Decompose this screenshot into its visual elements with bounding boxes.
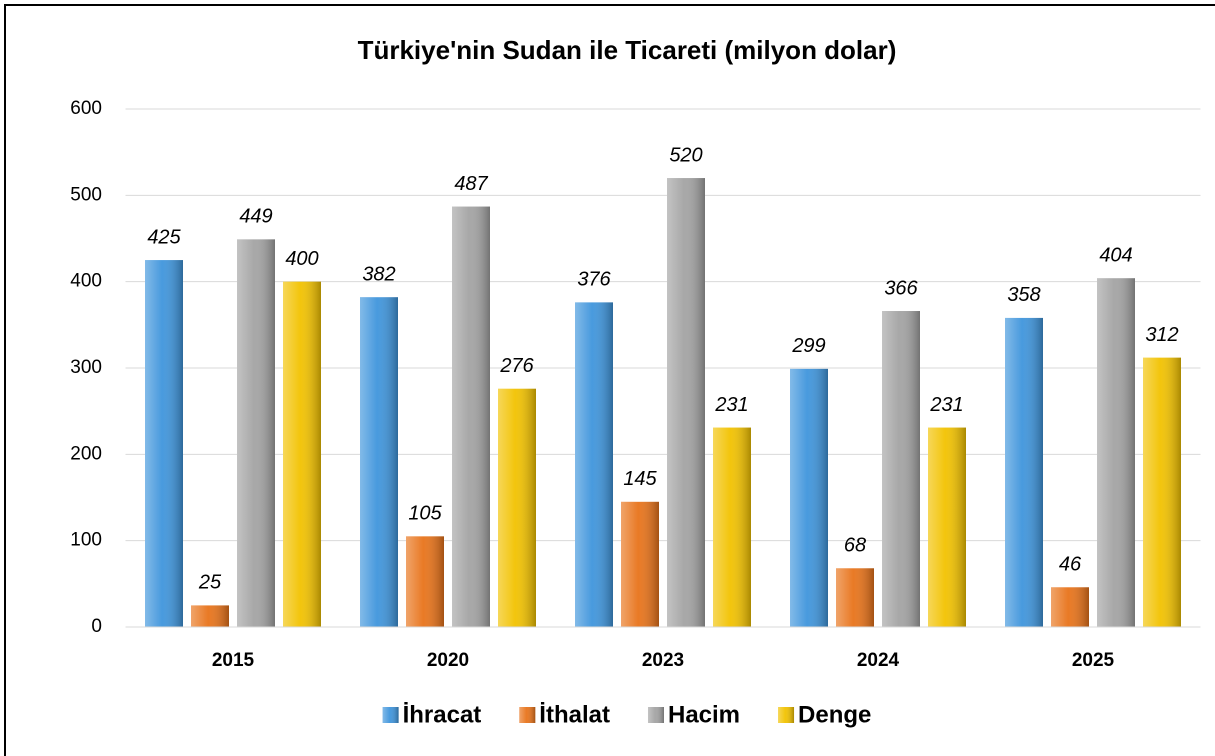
bar-shade: [621, 501, 659, 627]
bar-shade: [1143, 357, 1181, 627]
y-tick-label: 600: [70, 98, 102, 119]
data-label: 449: [239, 206, 272, 228]
y-tick-label: 100: [70, 530, 102, 551]
legend-label: İthalat: [539, 701, 610, 728]
bar-shade: [713, 427, 751, 627]
data-label: 312: [1145, 324, 1178, 346]
x-tick-label: 2024: [857, 650, 900, 671]
x-tick-label: 2025: [1072, 650, 1115, 671]
bar-shade: [498, 388, 536, 627]
bar-shade: [575, 302, 613, 627]
legend-label: İhracat: [403, 701, 482, 728]
bar-shade: [928, 427, 966, 627]
bar-shade: [1097, 278, 1135, 627]
y-tick-label: 0: [91, 616, 102, 637]
legend-swatch-shade: [519, 707, 536, 723]
data-label: 145: [623, 468, 657, 490]
data-label: 299: [791, 335, 825, 357]
x-tick-label: 2023: [642, 650, 684, 671]
data-label: 231: [929, 394, 963, 416]
chart-title: Türkiye'nin Sudan ile Ticareti (milyon d…: [358, 35, 897, 65]
bar-shade: [836, 568, 874, 627]
bar-shade: [1051, 587, 1089, 627]
legend-swatch-shade: [647, 707, 664, 723]
y-tick-label: 400: [70, 271, 102, 292]
data-label: 487: [454, 173, 488, 195]
bar-shade: [1005, 317, 1043, 627]
legend-swatch-shade: [382, 707, 399, 723]
y-tick-label: 200: [70, 443, 102, 464]
bar-shade: [145, 260, 183, 627]
data-label: 400: [285, 248, 318, 270]
x-tick-label: 2020: [427, 650, 469, 671]
data-label: 376: [577, 269, 611, 291]
bar-shade: [360, 297, 398, 627]
bar-shade: [237, 239, 275, 627]
legend-label: Hacim: [668, 701, 740, 728]
bar-shade: [790, 368, 828, 627]
bar-shade: [667, 178, 705, 628]
x-tick-label: 2015: [212, 650, 255, 671]
data-label: 425: [147, 226, 181, 248]
data-label: 68: [844, 535, 866, 557]
data-label: 366: [884, 277, 918, 299]
bar-shade: [406, 536, 444, 627]
data-label: 105: [408, 503, 442, 525]
legend-swatch-shade: [778, 707, 795, 723]
data-label: 358: [1007, 284, 1040, 306]
y-tick-label: 500: [70, 184, 102, 205]
bar-shade: [191, 605, 229, 627]
bar-shade: [283, 281, 321, 627]
data-label: 520: [669, 144, 702, 166]
data-label: 46: [1059, 554, 1082, 576]
data-label: 231: [714, 394, 748, 416]
bar-shade: [882, 311, 920, 627]
data-label: 404: [1099, 244, 1132, 266]
legend-label: Denge: [798, 701, 871, 728]
data-label: 276: [499, 355, 534, 377]
y-tick-label: 300: [70, 357, 102, 378]
data-label: 25: [198, 572, 222, 594]
data-label: 382: [362, 263, 395, 285]
bar-shade: [452, 206, 490, 627]
